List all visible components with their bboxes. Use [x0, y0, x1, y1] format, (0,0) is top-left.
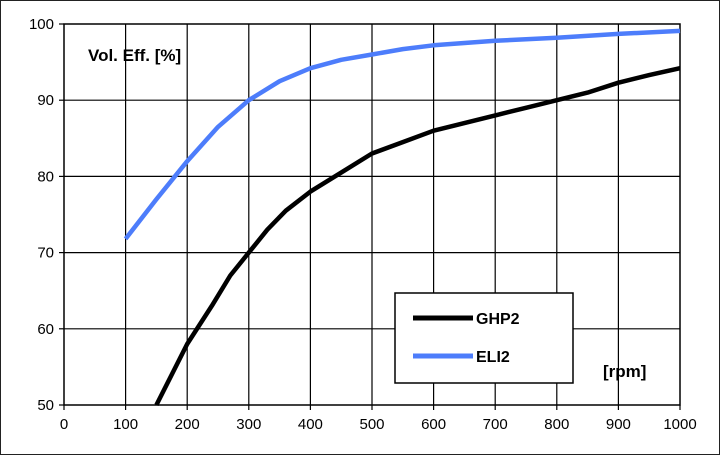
y-tick-label: 80 — [37, 168, 54, 185]
y-tick-labels: 50 60 70 80 90 100 — [29, 16, 54, 414]
series-line-eli2 — [123, 28, 681, 241]
x-tick-label: 1000 — [663, 416, 696, 433]
x-tick-labels: 0 100 200 300 400 500 600 700 800 900 1000 — [60, 416, 697, 433]
x-tick-label: 300 — [236, 416, 261, 433]
x-tick-label: 0 — [60, 416, 68, 433]
x-tick-label: 500 — [359, 416, 384, 433]
plot-border — [63, 23, 681, 406]
legend-label-eli2: ELI2 — [476, 349, 510, 366]
y-tick-label: 70 — [37, 245, 54, 262]
x-tick-label: 900 — [606, 416, 631, 433]
x-axis-label: [rpm] — [603, 362, 646, 381]
x-tick-label: 800 — [544, 416, 569, 433]
x-tick-label: 400 — [298, 416, 323, 433]
y-tick-label: 90 — [37, 92, 54, 109]
x-tick-label: 100 — [113, 416, 138, 433]
y-tick-label: 60 — [37, 321, 54, 338]
x-tick-label: 200 — [175, 416, 200, 433]
series-lines — [123, 28, 681, 407]
legend-label-ghp2: GHP2 — [476, 311, 520, 328]
y-tick-label: 50 — [37, 397, 54, 414]
y-tick-label: 100 — [29, 16, 54, 33]
x-tick-label: 600 — [421, 416, 446, 433]
legend: GHP2 ELI2 — [394, 292, 574, 384]
legend-box — [394, 292, 574, 384]
x-tick-label: 700 — [483, 416, 508, 433]
series-line-ghp2 — [154, 66, 681, 407]
y-axis-label: Vol. Eff. [%] — [88, 46, 181, 65]
